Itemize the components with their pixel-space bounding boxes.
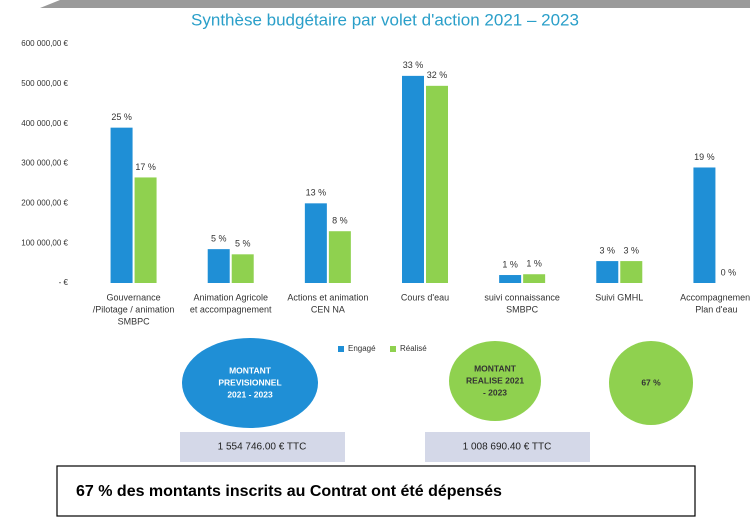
legend-swatch (338, 346, 344, 352)
spent-label: MONTANT (474, 363, 517, 373)
planned-bubble (182, 338, 318, 428)
x-tick-label: Suivi GMHL (595, 292, 643, 302)
legend-swatch (390, 346, 396, 352)
bar (426, 85, 448, 283)
value-label: 19 % (694, 152, 715, 162)
legend-label: Engagé (348, 344, 376, 353)
bar (134, 177, 157, 283)
chart-title: Synthèse budgétaire par volet d'action 2… (191, 10, 579, 29)
bar (620, 261, 643, 283)
conclusion: 67 % des montants inscrits au Contrat on… (76, 483, 502, 500)
x-tick-label: Plan d'eau (695, 304, 737, 314)
bar (523, 274, 546, 283)
bar (596, 261, 619, 283)
value-label: 13 % (306, 188, 327, 198)
x-tick-label: Gouvernance (107, 292, 161, 302)
value-label: 32 % (427, 70, 448, 80)
bar (110, 127, 133, 284)
legend-label: Réalisé (400, 344, 427, 353)
bar (304, 203, 327, 283)
conclusion-box (56, 465, 696, 517)
y-tick-label: 600 000,00 € (21, 39, 68, 48)
y-tick-label: 300 000,00 € (21, 159, 68, 168)
bar (207, 249, 230, 283)
planned-amount: 1 554 746.00 € TTC (218, 442, 307, 453)
bar (231, 254, 254, 283)
x-tick-label: Accompagnement (680, 292, 750, 302)
y-tick-label: 400 000,00 € (21, 119, 68, 128)
value-label: 1 % (526, 259, 542, 269)
planned-label: PREVISIONNEL (218, 377, 281, 387)
spent-box (425, 432, 590, 462)
x-tick-label: et accompagnement (190, 304, 272, 314)
value-label: 5 % (235, 239, 251, 249)
value-label: 5 % (211, 234, 227, 244)
bar (499, 275, 522, 283)
value-label: 0 % (721, 267, 737, 277)
x-tick-label: suivi connaissance (484, 292, 560, 302)
planned-label: 2021 - 2023 (227, 389, 273, 399)
bar (693, 167, 716, 283)
value-label: 25 % (111, 112, 132, 122)
ratio: 67 % (641, 377, 661, 387)
y-tick-label: 200 000,00 € (21, 198, 68, 207)
x-tick-label: Cours d'eau (401, 292, 449, 302)
x-tick-label: /Pilotage / animation (93, 304, 175, 314)
value-label: 1 % (502, 259, 518, 269)
planned-label: MONTANT (229, 365, 272, 375)
value-label: 3 % (624, 245, 640, 255)
value-label: 33 % (403, 60, 424, 70)
x-tick-label: SMBPC (118, 316, 151, 326)
chart: - € 100 000,00 € 200 000,00 € 300 000,00 € 4… (21, 39, 750, 353)
x-tick-label: CEN NA (311, 304, 345, 314)
banner (40, 0, 750, 8)
spent-amount: 1 008 690.40 € TTC (463, 442, 552, 453)
x-tick-label: Actions et animation (287, 292, 368, 302)
y-tick-label: 100 000,00 € (21, 238, 68, 247)
value-label: 8 % (332, 216, 348, 226)
ratio-bubble (609, 341, 693, 425)
spent-bubble (449, 341, 541, 421)
planned-box (180, 432, 345, 462)
spent-label: REALISE 2021 (466, 375, 524, 385)
x-tick-label: Animation Agricole (193, 292, 268, 302)
value-label: 17 % (135, 162, 156, 172)
x-tick-label: SMBPC (506, 304, 539, 314)
spent-label: - 2023 (483, 387, 507, 397)
value-label: 3 % (600, 245, 616, 255)
bar (328, 231, 351, 283)
bar (402, 75, 424, 283)
y-tick-label: 500 000,00 € (21, 79, 68, 88)
y-tick-label: - € (59, 278, 69, 287)
